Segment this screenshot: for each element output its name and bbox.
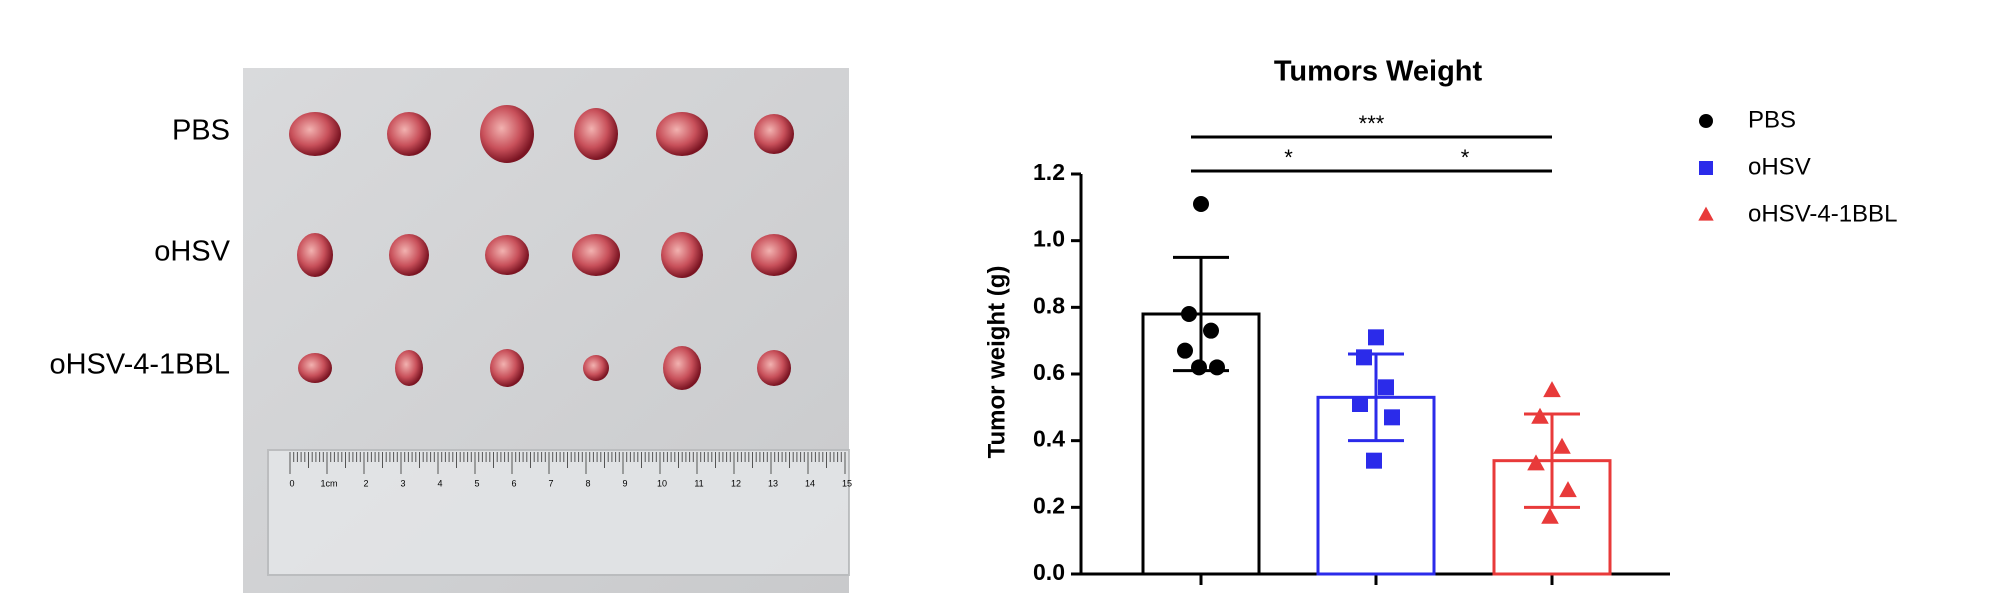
significance-label: ***: [1359, 111, 1385, 136]
chart-title: Tumors Weight: [1274, 56, 1483, 88]
ruler-label: 9: [622, 478, 627, 488]
point: [1209, 359, 1225, 376]
legend-label: oHSV: [1748, 153, 1811, 180]
legend-label: PBS: [1748, 106, 1796, 133]
point: [1378, 379, 1394, 396]
ruler-label: 15: [842, 478, 852, 488]
ruler-label: 10: [657, 478, 667, 488]
point: [1527, 454, 1545, 471]
point: [1366, 452, 1382, 469]
point: [1177, 342, 1193, 359]
tumor: [298, 353, 332, 383]
ruler-label: 6: [511, 478, 516, 488]
tumor: [485, 235, 529, 275]
ruler-label: 13: [768, 478, 778, 488]
point: [1193, 196, 1209, 212]
tumor: [395, 350, 423, 386]
point: [1541, 507, 1559, 524]
point: [1356, 349, 1372, 366]
tumor: [656, 112, 708, 156]
tumor: [480, 105, 534, 163]
tumor: [661, 232, 703, 278]
ruler-label: 1cm: [320, 478, 337, 488]
significance-label: *: [1461, 145, 1470, 170]
ruler-label: 14: [805, 478, 815, 488]
y-tick-label: 0.6: [1033, 359, 1065, 385]
ruler-label: 12: [731, 478, 741, 488]
significance-label: *: [1284, 145, 1293, 170]
legend-marker: [1699, 161, 1713, 175]
point: [1384, 409, 1400, 426]
row-label: oHSV: [154, 236, 230, 268]
tumor: [751, 234, 797, 276]
row-label: PBS: [172, 115, 230, 147]
tumor: [574, 108, 618, 160]
tumor: [583, 355, 609, 381]
y-tick-label: 1.2: [1033, 159, 1065, 185]
legend-marker: [1699, 114, 1713, 128]
point: [1553, 437, 1571, 454]
ruler-label: 8: [585, 478, 590, 488]
point: [1352, 396, 1368, 412]
ruler-label: 0: [289, 478, 294, 488]
tumor: [572, 234, 620, 276]
tumor: [297, 233, 333, 277]
row-label: oHSV-4-1BBL: [49, 349, 230, 381]
point: [1203, 322, 1219, 339]
bar-chart: Tumors Weight Tumor weight (g) 0.0 0.2 0.4…: [983, 56, 1897, 585]
tumor: [490, 349, 524, 387]
y-tick-label: 0.4: [1033, 426, 1065, 452]
y-tick-label: 0.2: [1033, 492, 1065, 518]
point: [1191, 359, 1207, 376]
tumor: [387, 112, 431, 156]
ruler-label: 4: [437, 478, 442, 488]
legend-label: oHSV-4-1BBL: [1748, 200, 1897, 227]
point: [1181, 306, 1197, 322]
point: [1368, 329, 1384, 346]
point: [1531, 407, 1549, 424]
legend-marker: [1698, 206, 1714, 221]
point: [1543, 381, 1561, 398]
tumor: [663, 346, 701, 390]
tumor: [754, 114, 794, 154]
ruler-label: 11: [694, 478, 703, 488]
y-axis-label: Tumor weight (g): [983, 266, 1010, 459]
tumor: [757, 350, 791, 386]
y-tick-label: 1.0: [1033, 226, 1065, 252]
ruler-label: 7: [548, 478, 553, 488]
tumor-photo: PBS oHSV oHSV-4-1BBL 0 1cm 2 3 4 5 6 7 8 9 10 11 12 13 14…: [49, 68, 852, 593]
ruler-label: 3: [400, 478, 405, 488]
tumor: [389, 234, 429, 276]
y-tick-label: 0.8: [1033, 292, 1065, 318]
ruler: [267, 449, 850, 576]
ruler-label: 2: [363, 478, 368, 488]
y-tick-label: 0.0: [1033, 559, 1065, 585]
tumor: [289, 112, 341, 156]
point: [1559, 481, 1577, 498]
ruler-label: 5: [474, 478, 479, 488]
